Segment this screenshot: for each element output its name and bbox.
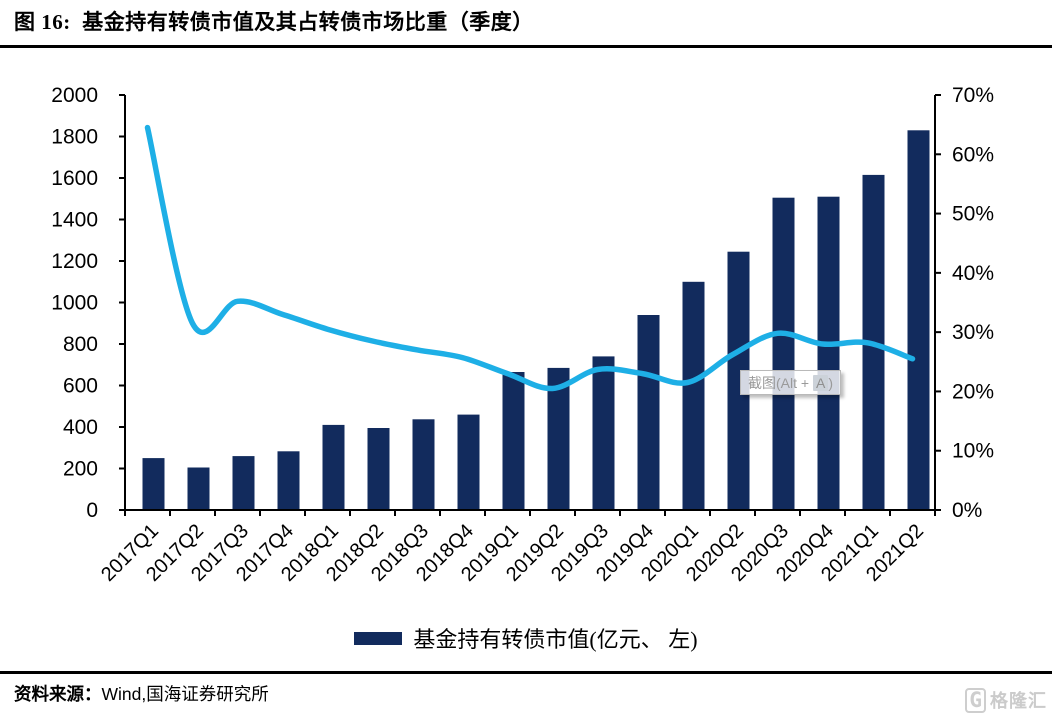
tooltip-text-prefix: 截图(Alt + bbox=[748, 374, 813, 391]
right-axis-ticks: 0% 10% 20% 30% 40% 50% 60% 70% bbox=[935, 84, 994, 522]
gelonghui-logo-text: 格隆汇 bbox=[990, 691, 1047, 711]
bar-2019Q4 bbox=[637, 315, 660, 510]
svg-text:0%: 0% bbox=[952, 499, 982, 522]
svg-text:1600: 1600 bbox=[51, 167, 98, 190]
tooltip-hotkey-badge: A bbox=[812, 374, 829, 391]
chart-legend: 基金持有转债市值(亿元、 左) bbox=[0, 622, 1052, 654]
gelonghui-logo-icon: G bbox=[965, 687, 986, 713]
title-divider bbox=[0, 45, 1052, 48]
svg-text:60%: 60% bbox=[952, 143, 994, 166]
bar-2017Q2 bbox=[187, 467, 210, 510]
tooltip-text-suffix: ) bbox=[828, 374, 833, 391]
bar-series-group bbox=[142, 130, 930, 511]
ratio-line-series bbox=[144, 124, 916, 392]
bar-2018Q3 bbox=[412, 419, 435, 510]
bar-2018Q4 bbox=[457, 414, 480, 510]
svg-text:1000: 1000 bbox=[51, 292, 98, 315]
figure-title: 图 16: 基金持有转债市值及其占转债市场比重（季度） bbox=[14, 10, 534, 34]
legend-swatch-bar-series bbox=[354, 631, 403, 645]
svg-text:70%: 70% bbox=[952, 84, 994, 107]
x-axis-labels: 2017Q12017Q22017Q32017Q42018Q12018Q22018… bbox=[97, 520, 928, 586]
x-axis-ticks bbox=[124, 510, 936, 516]
gelonghui-watermark: G 格隆汇 bbox=[965, 687, 1047, 713]
bar-2017Q3 bbox=[232, 456, 255, 510]
svg-text:10%: 10% bbox=[952, 440, 994, 463]
source-value: Wind,国海证券研究所 bbox=[101, 684, 269, 704]
svg-text:200: 200 bbox=[63, 458, 98, 481]
svg-text:1200: 1200 bbox=[51, 250, 98, 273]
svg-text:0: 0 bbox=[86, 499, 98, 522]
bar-2019Q1 bbox=[502, 372, 525, 510]
bar-2021Q2 bbox=[907, 130, 930, 511]
bar-2017Q4 bbox=[277, 451, 300, 510]
bar-2020Q4 bbox=[817, 196, 840, 510]
svg-text:400: 400 bbox=[63, 416, 98, 439]
svg-text:1800: 1800 bbox=[51, 126, 98, 149]
svg-text:2000: 2000 bbox=[51, 84, 98, 107]
svg-text:30%: 30% bbox=[952, 321, 994, 344]
footer-divider bbox=[0, 671, 1052, 674]
source-note: 资料来源：Wind,国海证券研究所 bbox=[14, 681, 269, 706]
bar-2019Q3 bbox=[592, 356, 615, 510]
bar-2019Q2 bbox=[547, 367, 570, 510]
screenshot-hotkey-tooltip[interactable]: 截图(Alt + A) bbox=[740, 370, 841, 395]
left-axis-ticks: 0 200 400 600 800 1000 1200 1400 1600 1800 2000 bbox=[51, 84, 125, 522]
bar-2018Q1 bbox=[322, 424, 345, 510]
bar-2020Q1 bbox=[682, 281, 705, 511]
svg-text:50%: 50% bbox=[952, 203, 994, 226]
svg-text:40%: 40% bbox=[952, 262, 994, 285]
svg-text:600: 600 bbox=[63, 375, 98, 398]
legend-label-bar-series: 基金持有转债市值(亿元、 左) bbox=[413, 627, 698, 652]
svg-text:1400: 1400 bbox=[51, 209, 98, 232]
svg-text:800: 800 bbox=[63, 333, 98, 356]
bar-2020Q3 bbox=[772, 197, 795, 510]
bar-2020Q2 bbox=[727, 251, 750, 510]
bar-2018Q2 bbox=[367, 428, 390, 510]
source-label: 资料来源： bbox=[14, 684, 102, 704]
bar-2017Q1 bbox=[142, 458, 165, 510]
svg-text:20%: 20% bbox=[952, 380, 994, 403]
